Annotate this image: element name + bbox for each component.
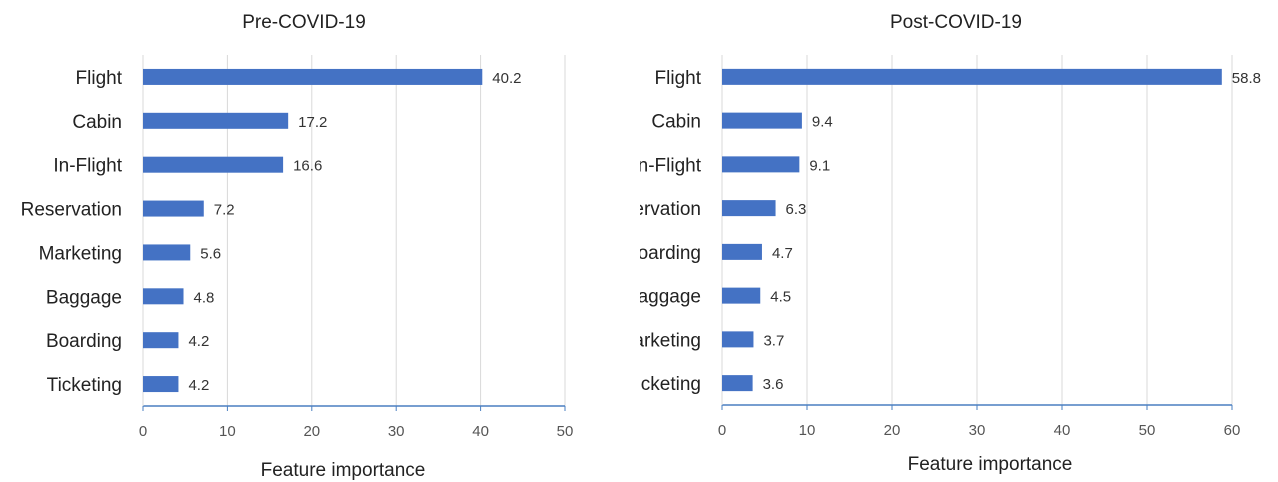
- category-label: Reservation: [640, 199, 701, 220]
- category-label: Boarding: [640, 243, 701, 264]
- bar: [722, 287, 761, 304]
- bar-value-label: 4.2: [188, 333, 209, 350]
- category-label: Baggage: [46, 287, 122, 308]
- bar-value-label: 40.2: [492, 70, 521, 87]
- category-label: Reservation: [21, 200, 122, 221]
- category-label: Flight: [655, 68, 702, 89]
- bar: [722, 156, 800, 173]
- x-tick-label: 30: [969, 422, 986, 439]
- bar-value-label: 4.7: [772, 245, 793, 262]
- bar-value-label: 3.6: [763, 376, 784, 393]
- x-tick-label: 40: [1054, 422, 1071, 439]
- chart-title: Pre-COVID-19: [242, 12, 366, 33]
- x-tick-label: 10: [799, 422, 816, 439]
- x-tick-label: 0: [718, 422, 726, 439]
- bar-value-label: 5.6: [200, 245, 221, 262]
- bar-value-label: 6.3: [786, 201, 807, 218]
- category-label: Cabin: [651, 112, 701, 133]
- x-axis-title: Feature importance: [261, 460, 426, 481]
- bar-value-label: 4.5: [770, 289, 791, 306]
- bar: [143, 112, 289, 129]
- bar: [143, 288, 184, 305]
- bar: [143, 244, 191, 261]
- bar: [143, 376, 179, 393]
- category-label: Ticketing: [47, 375, 122, 396]
- bar-value-label: 9.1: [809, 157, 830, 174]
- chart-post-covid: Post-COVID-19 0 10 20 30 40 50 60 Flight 58.8 Cabi…: [640, 12, 1261, 475]
- x-tick-label: 40: [472, 423, 489, 440]
- category-label: Marketing: [640, 330, 701, 351]
- bar: [143, 68, 483, 85]
- bar-value-label: 16.6: [293, 158, 322, 175]
- bar: [722, 375, 753, 392]
- category-label: Cabin: [72, 112, 122, 133]
- bar: [722, 200, 776, 217]
- bar-value-label: 9.4: [812, 114, 833, 131]
- category-label: In-Flight: [53, 156, 122, 177]
- category-label: Marketing: [39, 243, 122, 264]
- bar: [143, 332, 179, 349]
- bar-value-label: 58.8: [1232, 70, 1261, 87]
- bar: [143, 156, 284, 173]
- x-tick-label: 20: [303, 423, 320, 440]
- x-tick-label: 50: [1139, 422, 1156, 439]
- bar: [722, 68, 1222, 85]
- category-label: Ticketing: [640, 374, 701, 395]
- bar-value-label: 4.2: [188, 377, 209, 394]
- x-tick-label: 50: [557, 423, 574, 440]
- x-tick-label: 20: [884, 422, 901, 439]
- bar: [722, 112, 802, 129]
- x-axis-title: Feature importance: [908, 454, 1073, 475]
- chart-pre-covid: Pre-COVID-19 0 10 20 30 40 50 Flight 40.2 Cabin 17…: [21, 12, 574, 481]
- bar-value-label: 3.7: [763, 332, 784, 349]
- category-label: Boarding: [46, 331, 122, 352]
- category-label: In-Flight: [640, 155, 702, 176]
- chart-title: Post-COVID-19: [890, 12, 1022, 33]
- bar: [722, 243, 762, 260]
- x-tick-label: 60: [1224, 422, 1241, 439]
- bar: [722, 331, 754, 348]
- x-tick-label: 0: [139, 423, 147, 440]
- bar-value-label: 7.2: [214, 202, 235, 219]
- bar: [143, 200, 204, 217]
- bar-value-label: 4.8: [194, 289, 215, 306]
- x-tick-label: 10: [219, 423, 236, 440]
- x-tick-label: 30: [388, 423, 405, 440]
- category-label: Baggage: [640, 287, 701, 308]
- bar-value-label: 17.2: [298, 114, 327, 131]
- category-label: Flight: [76, 68, 123, 89]
